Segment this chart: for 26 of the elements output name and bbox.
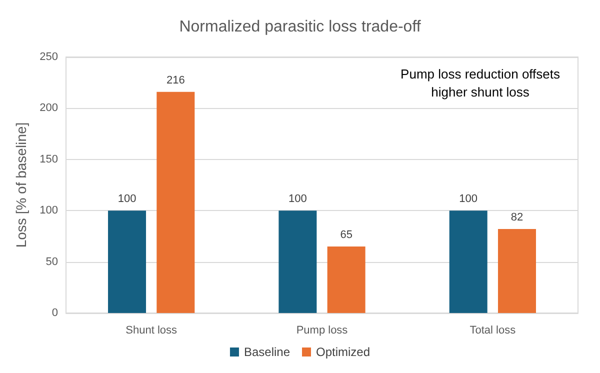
bar	[108, 210, 146, 313]
bar	[498, 229, 536, 313]
data-label: 100	[118, 193, 136, 206]
y-tick-label: 0	[52, 307, 58, 319]
annotation: Pump loss reduction offsets higher shunt loss	[400, 66, 560, 100]
bar	[156, 92, 195, 313]
legend-label: Baseline	[244, 345, 290, 359]
y-tick-label: 250	[40, 51, 58, 63]
y-axis-title: Loss [% of baseline]	[13, 122, 29, 248]
y-tick-label: 50	[46, 256, 58, 268]
bar	[449, 210, 488, 313]
y-tick-label: 150	[40, 153, 58, 166]
data-label: 65	[340, 228, 352, 241]
y-tick-label: 100	[40, 204, 58, 217]
bar	[278, 210, 317, 313]
x-tick-label: Total loss	[470, 324, 516, 336]
data-label: 216	[166, 74, 185, 86]
legend-label: Optimized	[316, 345, 370, 359]
data-label: 100	[459, 193, 478, 206]
x-tick-label: Shunt loss	[126, 324, 178, 336]
data-label: 100	[288, 193, 307, 206]
chart-title: Normalized parasitic loss trade-off	[179, 18, 422, 36]
x-tick-label: Pump loss	[296, 324, 348, 336]
data-label: 82	[510, 212, 524, 224]
bar	[327, 246, 366, 313]
y-tick-label: 200	[40, 102, 58, 114]
